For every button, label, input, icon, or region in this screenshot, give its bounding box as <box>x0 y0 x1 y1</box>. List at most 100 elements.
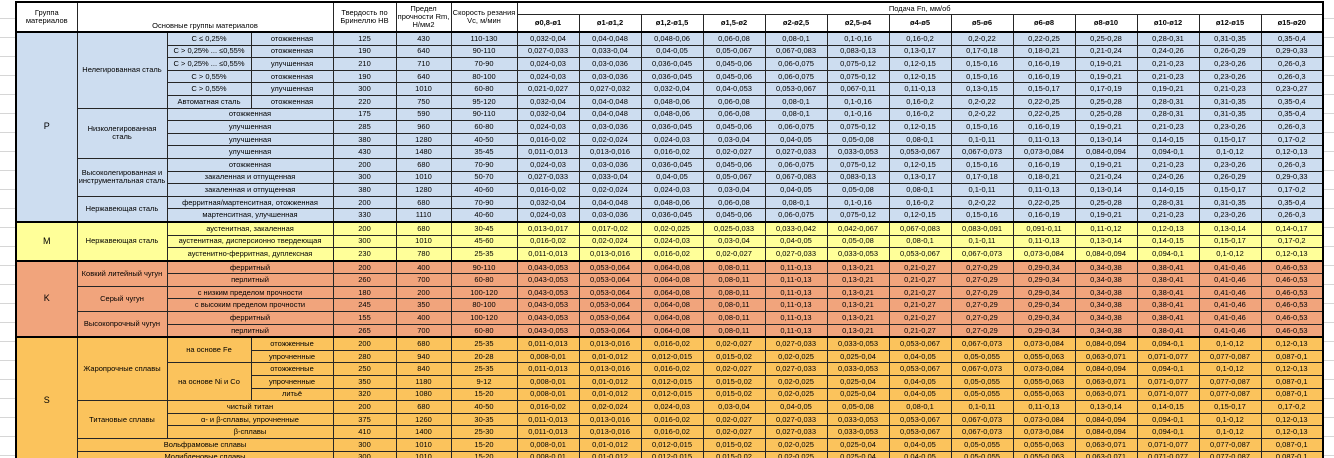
strength-cell[interactable]: 400 <box>395 311 452 325</box>
feed-cell[interactable]: 0,04-0,05 <box>888 438 952 452</box>
feed-cell[interactable]: 0,03-0,036 <box>578 69 642 84</box>
feed-cell[interactable]: 0,067-0,073 <box>950 145 1014 159</box>
strength-cell[interactable]: 1010 <box>395 234 452 249</box>
feed-cell[interactable]: 0,064-0,08 <box>640 323 704 338</box>
feed-cell[interactable]: 0,025-0,04 <box>826 375 890 389</box>
feed-cell[interactable]: 0,073-0,084 <box>1012 362 1076 377</box>
feed-cell[interactable]: 0,06-0,075 <box>764 120 828 134</box>
feed-cell[interactable]: 0,024-0,03 <box>640 400 704 414</box>
feed-cell[interactable]: 0,04-0,048 <box>578 195 642 210</box>
hardness-cell[interactable]: 175 <box>332 107 397 122</box>
speed-cell[interactable]: 25-35 <box>450 247 518 262</box>
material-cell[interactable]: отожженная <box>250 69 334 84</box>
feed-cell[interactable]: 0,055-0,063 <box>1012 375 1076 389</box>
feed-cell[interactable]: 0,46-0,53 <box>1260 323 1324 338</box>
speed-cell[interactable]: 70-90 <box>450 57 518 71</box>
feed-cell[interactable]: 0,012-0,015 <box>640 450 704 458</box>
feed-cell[interactable]: 0,29-0,34 <box>1012 259 1076 275</box>
feed-cell[interactable]: 0,1-0,11 <box>950 234 1014 249</box>
feed-cell[interactable]: 0,14-0,15 <box>1136 132 1200 147</box>
feed-cell[interactable]: 0,06-0,075 <box>764 208 828 223</box>
feed-cell[interactable]: 0,015-0,02 <box>702 349 766 364</box>
feed-cell[interactable]: 0,01-0,012 <box>578 375 642 389</box>
feed-cell[interactable]: 0,19-0,21 <box>1074 157 1138 172</box>
feed-cell[interactable]: 0,024-0,03 <box>516 208 580 223</box>
feed-cell[interactable]: 0,21-0,27 <box>888 298 952 313</box>
speed-cell[interactable]: 95-120 <box>450 94 518 109</box>
hardness-cell[interactable]: 245 <box>332 298 397 313</box>
feed-cell[interactable]: 0,46-0,53 <box>1260 273 1324 287</box>
feed-cell[interactable]: 0,18-0,21 <box>1012 170 1076 185</box>
material-family[interactable]: Серый чугун <box>76 285 168 313</box>
feed-cell[interactable]: 0,23-0,26 <box>1198 57 1262 71</box>
feed-cell[interactable]: 0,033-0,053 <box>826 247 890 262</box>
feed-cell[interactable]: 0,14-0,15 <box>1136 183 1200 197</box>
feed-cell[interactable]: 0,1-0,12 <box>1198 412 1262 427</box>
feed-cell[interactable]: 0,084-0,094 <box>1074 362 1138 377</box>
hardness-cell[interactable]: 190 <box>332 44 397 59</box>
feed-cell[interactable]: 0,12-0,13 <box>1260 425 1324 439</box>
feed-cell[interactable]: 0,02-0,027 <box>702 425 766 439</box>
feed-cell[interactable]: 0,38-0,41 <box>1136 298 1200 313</box>
feed-cell[interactable]: 0,41-0,46 <box>1198 273 1262 287</box>
feed-cell[interactable]: 0,08-0,1 <box>764 30 828 46</box>
diameter-header[interactable]: ø10-ø12 <box>1136 14 1200 33</box>
feed-cell[interactable]: 0,045-0,06 <box>702 69 766 84</box>
feed-cell[interactable]: 0,12-0,15 <box>888 69 952 84</box>
feed-cell[interactable]: 0,033-0,053 <box>826 362 890 377</box>
feed-cell[interactable]: 0,03-0,036 <box>578 208 642 223</box>
feed-cell[interactable]: 0,31-0,35 <box>1198 107 1262 122</box>
feed-cell[interactable]: 0,08-0,1 <box>764 195 828 210</box>
feed-cell[interactable]: 0,1-0,12 <box>1198 336 1262 351</box>
feed-cell[interactable]: 0,027-0,033 <box>516 170 580 185</box>
strength-cell[interactable]: 680 <box>395 195 452 210</box>
feed-cell[interactable]: 0,16-0,2 <box>888 107 952 122</box>
feed-cell[interactable]: 0,12-0,13 <box>1260 247 1324 262</box>
feed-cell[interactable]: 0,05-0,055 <box>950 450 1014 458</box>
strength-cell[interactable]: 1080 <box>395 387 452 402</box>
feed-cell[interactable]: 0,27-0,29 <box>950 323 1014 338</box>
group-letter[interactable]: S <box>15 336 78 458</box>
speed-cell[interactable]: 25-35 <box>450 362 518 377</box>
feed-cell[interactable]: 0,1-0,16 <box>826 107 890 122</box>
feed-cell[interactable]: 0,1-0,11 <box>950 400 1014 414</box>
feed-cell[interactable]: 0,027-0,033 <box>764 425 828 439</box>
speed-cell[interactable]: 20-28 <box>450 349 518 364</box>
feed-cell[interactable]: 0,38-0,41 <box>1136 285 1200 300</box>
feed-cell[interactable]: 0,01-0,012 <box>578 349 642 364</box>
speed-cell[interactable]: 90-110 <box>450 107 518 122</box>
feed-cell[interactable]: 0,13-0,17 <box>888 44 952 59</box>
hardness-cell[interactable]: 300 <box>332 438 397 452</box>
material-cell[interactable]: C ≤ 0,25% <box>166 30 252 46</box>
feed-cell[interactable]: 0,03-0,04 <box>702 132 766 147</box>
feed-cell[interactable]: 0,024-0,03 <box>516 69 580 84</box>
feed-cell[interactable]: 0,41-0,46 <box>1198 323 1262 338</box>
feed-cell[interactable]: 0,15-0,16 <box>950 157 1014 172</box>
material-cell[interactable]: C > 0,25% ... ≤0,55% <box>166 57 252 71</box>
feed-cell[interactable]: 0,063-0,071 <box>1074 375 1138 389</box>
feed-cell[interactable]: 0,08-0,11 <box>702 273 766 287</box>
feed-cell[interactable]: 0,46-0,53 <box>1260 259 1324 275</box>
speed-cell[interactable]: 100-120 <box>450 285 518 300</box>
feed-cell[interactable]: 0,29-0,33 <box>1260 44 1324 59</box>
feed-cell[interactable]: 0,11-0,13 <box>764 311 828 325</box>
hardness-cell[interactable]: 430 <box>332 145 397 159</box>
feed-cell[interactable]: 0,17-0,2 <box>1260 400 1324 414</box>
feed-cell[interactable]: 0,19-0,21 <box>1074 57 1138 71</box>
feed-cell[interactable]: 0,033-0,04 <box>578 44 642 59</box>
strength-cell[interactable]: 640 <box>395 44 452 59</box>
hardness-cell[interactable]: 200 <box>332 195 397 210</box>
feed-cell[interactable]: 0,071-0,077 <box>1136 375 1200 389</box>
feed-cell[interactable]: 0,043-0,053 <box>516 323 580 338</box>
feed-cell[interactable]: 0,016-0,02 <box>516 183 580 197</box>
feed-cell[interactable]: 0,073-0,084 <box>1012 412 1076 427</box>
feed-cell[interactable]: 0,067-0,073 <box>950 362 1014 377</box>
feed-cell[interactable]: 0,067-0,073 <box>950 412 1014 427</box>
feed-cell[interactable]: 0,13-0,14 <box>1074 132 1138 147</box>
feed-cell[interactable]: 0,27-0,29 <box>950 259 1014 275</box>
strength-cell[interactable]: 430 <box>395 30 452 46</box>
feed-cell[interactable]: 0,22-0,25 <box>1012 107 1076 122</box>
feed-cell[interactable]: 0,077-0,087 <box>1198 349 1262 364</box>
feed-cell[interactable]: 0,21-0,23 <box>1136 57 1200 71</box>
feed-cell[interactable]: 0,35-0,4 <box>1260 94 1324 109</box>
